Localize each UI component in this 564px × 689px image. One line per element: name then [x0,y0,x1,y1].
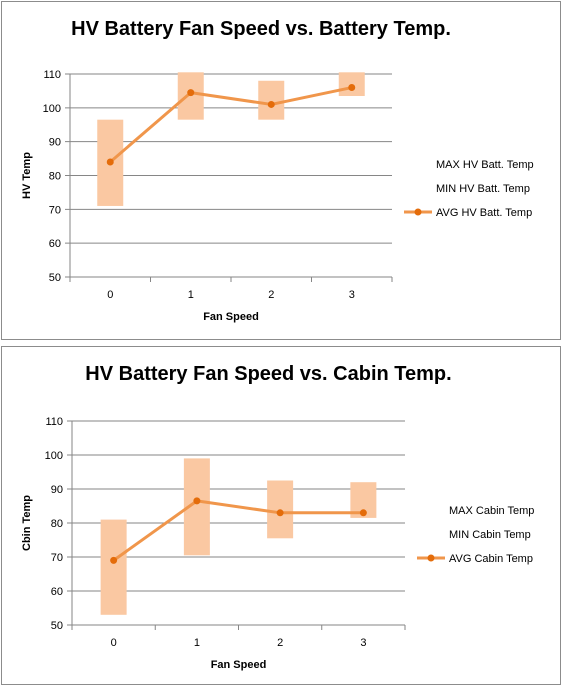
avg-point [106,158,114,166]
chart-title: HV Battery Fan Speed vs. Cabin Temp. [85,363,451,385]
y-tick-label: 50 [51,620,63,632]
avg-point [187,89,195,97]
chart-cabin-temp: HV Battery Fan Speed vs. Cabin Temp. 50 60… [21,363,534,671]
chart-panel-battery: HV Battery Fan Speed vs. Battery Temp. 50… [1,1,561,340]
x-tick-label: 0 [111,637,117,649]
legend-label: AVG Cabin Temp [449,553,533,565]
legend-item: MIN Cabin Temp [449,529,531,541]
range-bar [100,519,127,615]
y-tick-label: 60 [51,586,63,598]
y-tick-label: 80 [49,171,61,183]
legend-label: MAX Cabin Temp [449,505,534,517]
avg-point [348,84,356,92]
x-axis-title: Fan Speed [203,311,259,323]
x-tick-label: 1 [188,289,194,301]
y-tick-label: 80 [51,518,63,530]
legend-label: MIN Cabin Temp [449,529,531,541]
avg-series-line [109,86,353,164]
legend-item: MAX HV Batt. Temp [436,159,534,171]
legend-label: MAX HV Batt. Temp [436,159,534,171]
legend-label: MIN HV Batt. Temp [436,183,530,195]
x-tick-label: 0 [107,289,113,301]
legend-label: AVG HV Batt. Temp [436,207,532,219]
y-tick-label: 110 [45,416,63,428]
range-bar [258,80,285,120]
y-tick-label: 90 [51,484,63,496]
avg-point [267,100,275,108]
y-tick-label: 60 [49,238,61,250]
avg-point [193,497,201,505]
y-tick-label: 50 [49,272,61,284]
legend-marker [427,554,435,562]
x-tick-label: 2 [268,289,274,301]
x-tick-label: 1 [194,637,200,649]
y-tick-label: 100 [45,450,63,462]
x-tick-label: 3 [360,637,366,649]
avg-point [276,509,284,517]
x-tick-label: 2 [277,637,283,649]
x-axis-title: Fan Speed [211,659,267,671]
legend-item: MIN HV Batt. Temp [436,183,530,195]
chart-panel-cabin: HV Battery Fan Speed vs. Cabin Temp. 50 60… [1,346,561,685]
y-tick-label: 110 [43,69,61,81]
avg-point [110,556,118,564]
y-axis-title: HV Temp [21,152,33,199]
x-tick-label: 3 [349,289,355,301]
y-tick-label: 70 [51,552,63,564]
legend-marker [414,208,422,216]
chart-battery-temp: HV Battery Fan Speed vs. Battery Temp. 50… [21,18,534,323]
avg-point [359,509,367,517]
legend-item: AVG HV Batt. Temp [404,207,532,219]
avg-series-line [112,499,364,562]
y-axis-title: Cbin Temp [21,495,33,551]
y-tick-label: 90 [49,137,61,149]
y-tick-label: 70 [49,204,61,216]
y-tick-label: 100 [43,103,61,115]
legend-item: AVG Cabin Temp [417,553,533,565]
legend-item: MAX Cabin Temp [449,505,534,517]
chart-title: HV Battery Fan Speed vs. Battery Temp. [71,18,451,40]
